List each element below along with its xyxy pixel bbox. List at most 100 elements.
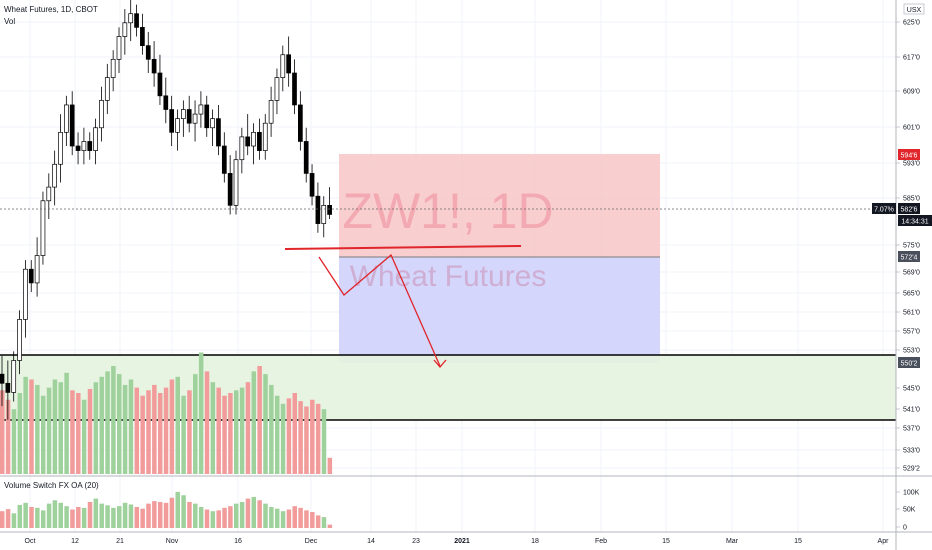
candle-body[interactable] <box>262 122 268 151</box>
candle-body[interactable] <box>87 141 93 151</box>
price-tick-label: 533'0 <box>903 448 920 455</box>
candle-body[interactable] <box>69 104 75 147</box>
candle-body[interactable] <box>204 104 210 129</box>
indicator-axis[interactable]: 100K 50K 0 <box>896 490 920 532</box>
candle-body[interactable] <box>227 173 233 206</box>
support-zone[interactable] <box>0 355 896 420</box>
candle-body[interactable] <box>181 109 186 119</box>
indicator-legend[interactable]: Volume Switch FX OA (20) <box>4 481 99 490</box>
volume-bar <box>64 372 69 474</box>
time-tick-label: Oct <box>25 538 36 545</box>
candle-body[interactable] <box>321 204 327 224</box>
candle-body[interactable] <box>23 268 28 320</box>
volume-bar <box>198 352 204 474</box>
drawn-projection-path[interactable] <box>318 253 441 367</box>
price-axis[interactable]: 625'0 617'0 609'0 601'0 593'0 585'0 575'0 569'0… <box>896 20 920 473</box>
volume-bar <box>222 395 227 474</box>
candle-body[interactable] <box>63 104 69 133</box>
indicator-bar <box>81 507 87 528</box>
candle-body[interactable] <box>280 54 286 78</box>
candle-body[interactable] <box>210 118 215 129</box>
candle-body[interactable] <box>268 100 274 124</box>
candle-body[interactable] <box>5 382 11 393</box>
stop-zone[interactable] <box>339 257 660 363</box>
candle-body[interactable] <box>104 77 110 101</box>
candle-body[interactable] <box>17 319 22 361</box>
volume-bar <box>81 399 87 474</box>
currency-box[interactable] <box>903 3 925 15</box>
indicator-bars <box>0 491 333 528</box>
candle-body[interactable] <box>0 373 5 384</box>
candle-body[interactable] <box>75 145 81 151</box>
candle-body[interactable] <box>140 27 145 46</box>
watermark-name: Wheat Futures <box>350 260 547 293</box>
time-axis[interactable]: Oct 12 21 Nov 16 Dec 14 23 2021 18 Feb 15 Mar 15 Apr <box>25 538 890 545</box>
candle-body[interactable] <box>216 118 221 147</box>
target-zone[interactable] <box>339 154 660 257</box>
candle-body[interactable] <box>303 141 309 174</box>
candle-body[interactable] <box>134 13 139 28</box>
candle-body[interactable] <box>34 255 40 284</box>
indicator-bar <box>111 507 116 528</box>
volume-bar <box>251 371 257 474</box>
candle-body[interactable] <box>116 36 122 60</box>
drawn-support-line[interactable] <box>284 245 522 250</box>
candle-body[interactable] <box>192 113 198 124</box>
watermark-ticker: ZW1!, 1D <box>342 183 553 239</box>
countdown-badge <box>898 215 932 226</box>
candle-body[interactable] <box>157 72 163 97</box>
candle-body[interactable] <box>99 100 104 129</box>
candle-body[interactable] <box>221 145 227 174</box>
candle-body[interactable] <box>245 136 251 147</box>
volume-bar <box>286 398 292 474</box>
candle-body[interactable] <box>239 136 245 161</box>
candle-body[interactable] <box>151 58 157 74</box>
candle-body[interactable] <box>128 13 134 24</box>
candle-body[interactable] <box>286 54 291 74</box>
candle-body[interactable] <box>46 186 52 202</box>
volume-legend[interactable]: Vol <box>4 17 16 26</box>
candle-body[interactable] <box>58 131 63 165</box>
indicator-bar <box>122 502 128 528</box>
indicator-bar <box>70 509 75 528</box>
candle-body[interactable] <box>198 104 204 115</box>
candle-body[interactable] <box>309 173 315 197</box>
time-tick-label: 23 <box>412 538 420 545</box>
candle-body[interactable] <box>28 268 34 284</box>
candle-body[interactable] <box>169 109 174 133</box>
candle-body[interactable] <box>315 195 321 224</box>
candle-body[interactable] <box>163 95 169 110</box>
candle-body[interactable] <box>233 159 239 206</box>
volume-bar <box>204 371 210 474</box>
candle-body[interactable] <box>257 131 262 151</box>
indicator-bar <box>181 495 186 528</box>
candle-body[interactable] <box>122 22 128 37</box>
candle-body[interactable] <box>145 45 151 60</box>
candle-body[interactable] <box>93 127 98 151</box>
candle-body[interactable] <box>327 204 332 215</box>
indicator-bar <box>105 505 110 528</box>
volume-bar <box>228 393 233 474</box>
symbol-title[interactable]: Wheat Futures, 1D, CBOT <box>4 5 98 14</box>
volume-bar <box>193 374 198 474</box>
candle-body[interactable] <box>175 118 180 133</box>
volume-bar <box>105 371 110 474</box>
candle-body[interactable] <box>81 141 87 151</box>
volume-bar <box>169 379 175 474</box>
candle-body[interactable] <box>40 200 46 256</box>
candle-body[interactable] <box>186 109 192 124</box>
time-tick-label: 15 <box>794 538 802 545</box>
candle-body[interactable] <box>298 104 303 142</box>
indicator-bar <box>280 511 286 528</box>
price-tick-label: 565'0 <box>903 291 920 298</box>
candle-body[interactable] <box>11 360 17 393</box>
candle-body[interactable] <box>274 77 280 101</box>
candle-body[interactable] <box>292 72 297 106</box>
volume-bar <box>76 393 81 474</box>
candle-body[interactable] <box>52 163 58 188</box>
candle-body[interactable] <box>251 131 256 147</box>
volume-bar <box>87 388 93 474</box>
candle-body[interactable] <box>110 58 116 78</box>
candles[interactable] <box>0 0 332 420</box>
